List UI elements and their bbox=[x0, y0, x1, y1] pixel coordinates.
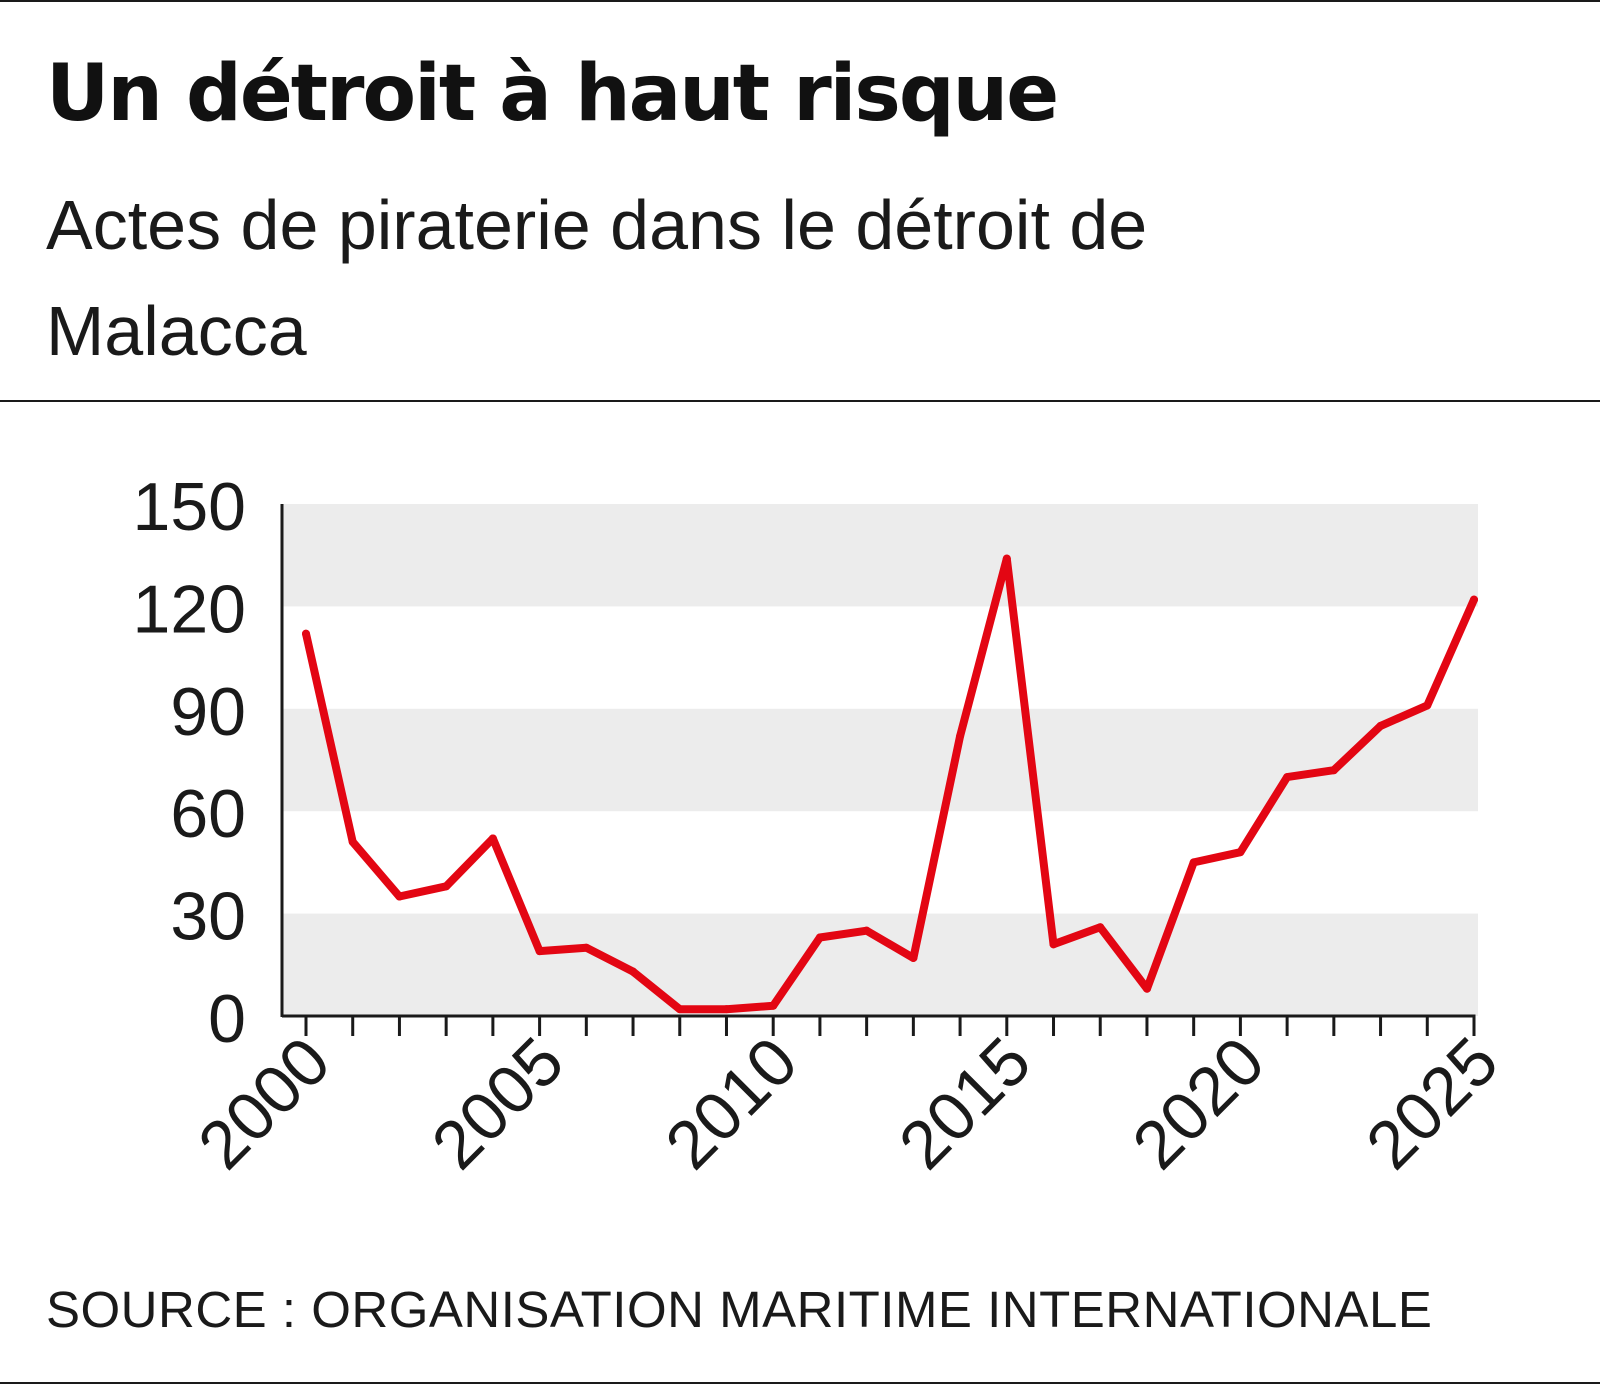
data-point bbox=[1002, 554, 1011, 563]
data-point bbox=[488, 834, 497, 843]
data-point bbox=[582, 943, 591, 952]
chart-title: Un détroit à haut risque bbox=[46, 49, 1059, 139]
x-tick-label: 2020 bbox=[1118, 1023, 1279, 1184]
grid-band bbox=[282, 504, 1478, 607]
data-point bbox=[1470, 595, 1478, 604]
data-point bbox=[1236, 848, 1245, 857]
data-point bbox=[348, 837, 357, 846]
x-tick-label: 2010 bbox=[651, 1023, 812, 1184]
y-tick-label: 0 bbox=[208, 981, 246, 1057]
data-point bbox=[769, 1001, 778, 1010]
x-tick-label: 2005 bbox=[417, 1023, 578, 1184]
data-point bbox=[909, 953, 918, 962]
data-point bbox=[1423, 701, 1432, 710]
x-tick-labels: 2000 2005 2010 2015 2020 2025 bbox=[184, 1023, 1513, 1184]
data-point bbox=[1142, 984, 1151, 993]
data-point bbox=[1096, 923, 1105, 932]
grid-bands bbox=[282, 504, 1478, 1016]
y-tick-label: 90 bbox=[170, 674, 246, 750]
data-point bbox=[1189, 858, 1198, 867]
data-point bbox=[722, 1005, 731, 1014]
chart-subtitle: Actes de piraterie dans le détroit de Ma… bbox=[46, 186, 1148, 370]
y-tick-label: 120 bbox=[133, 571, 246, 647]
chart-axes bbox=[280, 504, 1476, 1036]
y-tick-label: 30 bbox=[170, 879, 246, 955]
data-point bbox=[535, 947, 544, 956]
series-group bbox=[302, 554, 1478, 1014]
series-line bbox=[302, 554, 1478, 1014]
grid-band bbox=[282, 708, 1478, 812]
header-divider bbox=[0, 400, 1600, 402]
data-point bbox=[675, 1005, 684, 1014]
data-point bbox=[1283, 773, 1292, 782]
data-point bbox=[302, 629, 310, 638]
grid-band bbox=[282, 913, 1478, 1016]
source-note: SOURCE : ORGANISATION MARITIME INTERNATI… bbox=[46, 1281, 1433, 1338]
data-point bbox=[1049, 940, 1058, 949]
data-point bbox=[956, 732, 965, 741]
data-point bbox=[629, 967, 638, 976]
top-rule bbox=[0, 0, 1600, 2]
data-point bbox=[1329, 766, 1338, 775]
y-tick-label: 60 bbox=[170, 776, 246, 852]
data-point bbox=[862, 926, 871, 935]
x-tick-label: 2015 bbox=[885, 1023, 1046, 1184]
y-tick-labels: 0 30 60 90 120 150 bbox=[133, 469, 246, 1057]
data-point bbox=[1376, 721, 1385, 730]
x-tick-label: 2025 bbox=[1352, 1023, 1513, 1184]
bottom-rule bbox=[0, 1382, 1600, 1384]
data-point bbox=[815, 933, 824, 942]
data-point bbox=[442, 882, 451, 891]
y-tick-label: 150 bbox=[133, 469, 246, 545]
data-point bbox=[395, 892, 404, 901]
